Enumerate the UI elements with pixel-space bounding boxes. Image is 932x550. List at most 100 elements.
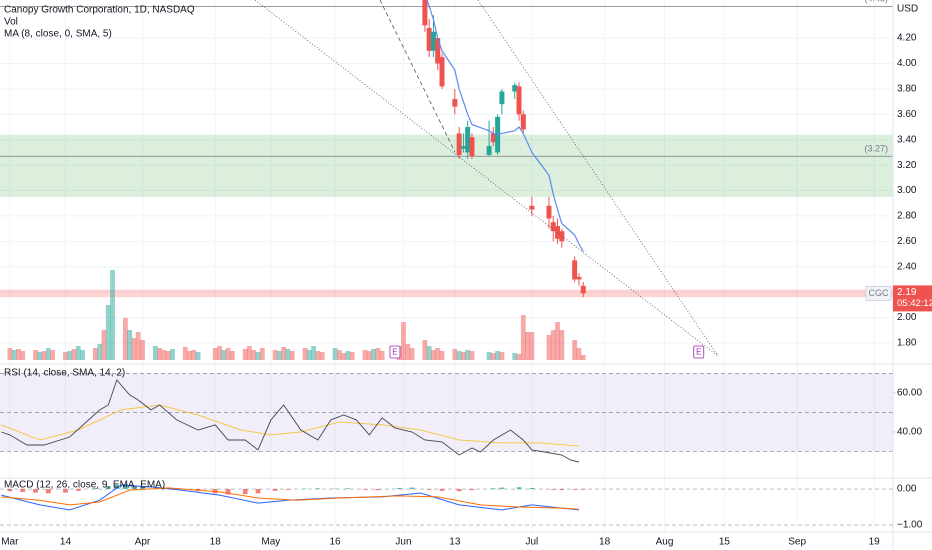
candle-body: [512, 85, 518, 92]
x-tick-label: May: [261, 537, 280, 548]
macd-histogram-bar: [272, 489, 278, 491]
y-tick-label: 3.00: [897, 185, 917, 196]
price-pane: (3.27) (4.45) E E: [0, 0, 893, 360]
macd-histogram-bar: [580, 489, 586, 490]
volume-bar: [45, 348, 51, 360]
volume-bar: [255, 352, 261, 360]
volume-bar: [140, 340, 145, 360]
volume-bar: [217, 346, 222, 360]
volume-bar: [362, 350, 368, 360]
grid: [0, 0, 893, 532]
volume-bar: [110, 270, 115, 360]
macd-tick-label: 0.00: [897, 484, 917, 495]
volume-bar: [131, 338, 137, 360]
volume-bar: [495, 351, 501, 360]
candle-body: [435, 38, 441, 64]
earnings-marker: [693, 345, 705, 359]
volume-bar: [405, 344, 411, 360]
price-level-label: (4.45): [864, 0, 888, 4]
volume-bar: [80, 350, 85, 360]
macd-histogram-bar: [559, 489, 565, 491]
rsi-tick-label: 60.00: [897, 388, 922, 399]
volume-bar: [319, 352, 325, 360]
y-tick-label: 1.80: [897, 338, 917, 349]
chart-title: Canopy Growth Corporation, 1D, NASDAQ: [4, 5, 195, 16]
candle-body: [439, 57, 445, 87]
volume-bar: [97, 344, 103, 360]
candle-body: [550, 222, 556, 232]
earnings-marker: [389, 345, 401, 359]
trend-line: [379, 0, 456, 153]
y-tick-label: 2.00: [897, 312, 917, 323]
y-tick-label: 2.80: [897, 211, 917, 222]
macd-histogram-bar: [396, 487, 402, 490]
x-tick-label: Mar: [1, 537, 19, 548]
trend-line: [254, 0, 719, 357]
macd-histogram-bar: [550, 489, 556, 490]
trend-lines: [254, 0, 719, 357]
x-tick-label: Jul: [525, 537, 538, 548]
volume-bar: [559, 330, 565, 360]
macd-histogram-bar: [93, 487, 98, 490]
macd-pane: [0, 483, 893, 526]
volume-bar: [93, 348, 98, 360]
volume-bar: [332, 348, 338, 360]
rsi-pane: [0, 373, 893, 463]
macd-histogram-bar: [516, 487, 522, 490]
x-tick-label: 18: [210, 537, 222, 548]
volume-bar: [7, 348, 13, 360]
candle-body: [520, 114, 526, 130]
volume-bar: [41, 351, 47, 360]
x-tick-label: 15: [719, 537, 731, 548]
volume-bar: [127, 330, 133, 360]
x-tick-label: Apr: [135, 537, 151, 548]
macd-histogram-bar: [490, 488, 496, 490]
macd-tick-label: −1.00: [897, 520, 923, 531]
currency: USD: [897, 4, 918, 15]
volume-bar: [37, 352, 43, 360]
volume-bar: [336, 350, 342, 360]
macd-label: MACD (12, 26, close, 9, EMA, EMA): [4, 480, 165, 491]
volume-bar: [281, 347, 287, 360]
candle-body: [452, 99, 458, 107]
volume-bar: [33, 350, 38, 360]
candle-body: [516, 86, 522, 115]
macd-histogram-bar: [456, 489, 462, 492]
volume-bar: [371, 349, 376, 360]
volume-bar: [170, 349, 175, 360]
volume-bar: [122, 318, 128, 360]
volume-bar: [225, 348, 231, 360]
volume-bar: [272, 350, 278, 360]
candle-body: [499, 91, 505, 105]
macd-histogram-bar: [7, 489, 13, 492]
y-tick-label: 2.40: [897, 261, 917, 272]
volume-bar: [435, 348, 441, 360]
volume-bar: [187, 351, 192, 360]
macd-line: [1, 484, 579, 511]
macd-histogram-bar: [362, 489, 368, 490]
macd-histogram-bar: [469, 489, 475, 491]
ma-label: MA (8, close, 0, SMA, 5): [4, 29, 112, 40]
macd-histogram-bar: [140, 486, 145, 490]
price-zone: [0, 134, 893, 197]
volume-bar: [580, 355, 586, 360]
volume-bar: [516, 354, 522, 360]
trend-line: [477, 0, 719, 357]
macd-histogram-bar: [114, 484, 120, 490]
macd-histogram-bar: [255, 489, 261, 494]
macd-histogram-bar: [122, 483, 128, 490]
volume-bar: [525, 332, 530, 360]
macd-histogram-bar: [20, 489, 26, 492]
macd-histogram-bar: [439, 489, 445, 491]
y-tick-label: 3.60: [897, 109, 917, 120]
macd-histogram-bar: [426, 489, 432, 490]
countdown: 05:42:12: [897, 298, 932, 309]
volume-bar: [486, 352, 492, 360]
macd-histogram-bar: [33, 489, 38, 493]
macd-histogram-bar: [242, 489, 248, 495]
volume-bar: [461, 352, 466, 360]
volume-bar: [101, 330, 107, 360]
signal-line: [1, 487, 579, 510]
